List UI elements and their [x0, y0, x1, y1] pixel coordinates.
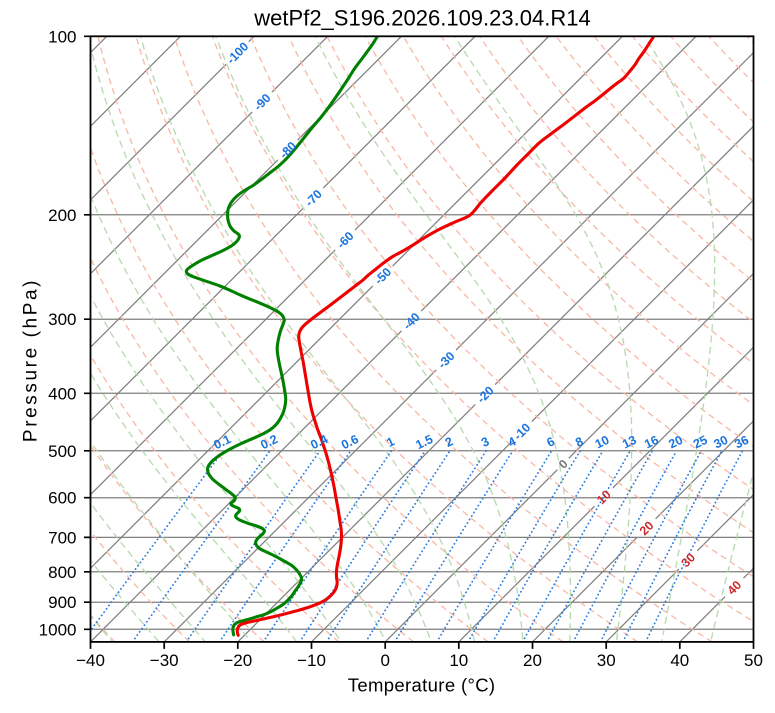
- svg-text:25: 25: [691, 433, 710, 452]
- svg-text:10: 10: [593, 433, 612, 452]
- svg-text:100: 100: [48, 27, 76, 46]
- svg-text:30: 30: [712, 433, 731, 452]
- svg-text:600: 600: [48, 489, 76, 508]
- svg-text:0.6: 0.6: [339, 432, 361, 452]
- svg-text:900: 900: [48, 593, 76, 612]
- svg-text:1.5: 1.5: [413, 432, 435, 452]
- svg-text:300: 300: [48, 310, 76, 329]
- svg-text:200: 200: [48, 206, 76, 225]
- svg-text:10: 10: [449, 651, 468, 670]
- svg-text:0: 0: [380, 651, 389, 670]
- svg-text:16: 16: [642, 433, 661, 452]
- svg-text:0.2: 0.2: [258, 432, 280, 452]
- svg-text:Pressure (hPa): Pressure (hPa): [21, 278, 42, 442]
- svg-text:50: 50: [744, 651, 763, 670]
- svg-text:800: 800: [48, 563, 76, 582]
- svg-text:−40: −40: [76, 651, 105, 670]
- svg-text:Temperature (°C): Temperature (°C): [348, 675, 496, 696]
- svg-text:20: 20: [666, 433, 685, 452]
- svg-text:30: 30: [597, 651, 616, 670]
- svg-text:13: 13: [620, 433, 639, 452]
- svg-text:400: 400: [48, 384, 76, 403]
- svg-text:1000: 1000: [39, 620, 77, 639]
- svg-text:20: 20: [523, 651, 542, 670]
- svg-text:−30: −30: [150, 651, 179, 670]
- svg-text:−10: −10: [297, 651, 326, 670]
- svg-text:40: 40: [670, 651, 689, 670]
- svg-text:0.4: 0.4: [308, 432, 330, 452]
- svg-text:36: 36: [732, 433, 751, 452]
- svg-text:500: 500: [48, 442, 76, 461]
- svg-text:wetPf2_S196.2026.109.23.04.R14: wetPf2_S196.2026.109.23.04.R14: [253, 6, 590, 31]
- svg-text:−20: −20: [223, 651, 252, 670]
- svg-text:0.1: 0.1: [211, 432, 233, 452]
- svg-text:700: 700: [48, 528, 76, 547]
